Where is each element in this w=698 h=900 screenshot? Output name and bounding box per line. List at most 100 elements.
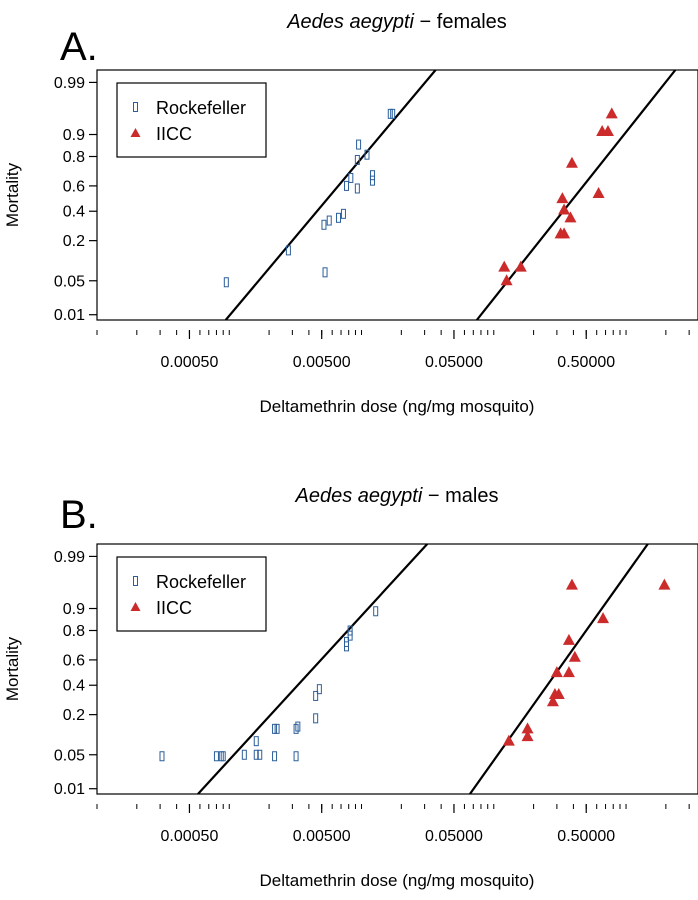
data-point-rockefeller: [313, 690, 319, 701]
panel-b-males: B. Aedes aegypti − males Deltamethrin do…: [3, 485, 698, 890]
data-point-rockefeller: [369, 170, 375, 181]
data-point-rockefeller: [326, 215, 332, 226]
legend: Rockefeller IICC: [116, 556, 267, 632]
data-point-rockefeller: [347, 630, 353, 641]
data-point-iicc: [556, 192, 569, 204]
legend-marker-rockefeller: [133, 102, 138, 112]
title-species: Aedes aegypti: [295, 485, 423, 507]
data-point-iicc: [568, 650, 581, 662]
y-tick-label: 0.01: [54, 307, 85, 324]
data-point-rockefeller: [257, 749, 263, 760]
data-point-iicc: [565, 156, 578, 168]
chart-title: Aedes aegypti − females: [286, 11, 507, 33]
panel-a-females: A. Aedes aegypti − females Deltamethrin …: [3, 11, 698, 416]
data-point-rockefeller: [364, 149, 370, 160]
x-tick-label: 0.05000: [425, 828, 483, 845]
data-point-rockefeller: [321, 219, 327, 230]
data-point-rockefeller: [348, 172, 354, 183]
legend-box: [116, 556, 267, 632]
y-tick-label: 0.2: [63, 233, 85, 250]
x-tick-label: 0.00500: [293, 354, 351, 371]
y-tick-label: 0.05: [54, 747, 85, 764]
y-tick-label: 0.6: [63, 178, 85, 195]
data-point-iicc: [552, 688, 565, 700]
data-point-iicc: [521, 722, 534, 734]
data-point-iicc: [500, 274, 513, 286]
data-point-rockefeller: [373, 606, 379, 617]
fit-line: [197, 544, 429, 794]
legend-marker-rockefeller: [133, 576, 138, 586]
data-point-rockefeller: [313, 713, 319, 724]
y-tick-label: 0.01: [54, 781, 85, 798]
data-point-iicc: [597, 612, 610, 624]
y-tick-label: 0.9: [63, 601, 85, 618]
y-tick-label: 0.2: [63, 707, 85, 724]
data-point-rockefeller: [354, 183, 360, 194]
data-point-iicc: [605, 107, 618, 119]
data-point-rockefeller: [390, 108, 396, 119]
plot-frame: [96, 69, 698, 321]
data-point-iicc: [502, 734, 515, 746]
data-point-iicc: [592, 187, 605, 199]
data-point-rockefeller: [354, 154, 360, 165]
legend-box: [116, 82, 267, 158]
data-point-rockefeller: [322, 267, 328, 278]
y-tick-label: 0.99: [54, 549, 85, 566]
data-point-iicc: [562, 666, 575, 678]
chart-title: Aedes aegypti − males: [295, 485, 499, 507]
legend: Rockefeller IICC: [116, 82, 267, 158]
y-tick-label: 0.9: [63, 127, 85, 144]
y-tick-label: 0.8: [63, 623, 85, 640]
data-point-rockefeller: [253, 736, 259, 747]
plot-area: 0.01 0.05 0.2 0.4 0.6 0.8 0.9 0.99 0.00050 0.0050…: [54, 543, 698, 845]
data-point-rockefeller: [336, 212, 342, 223]
x-tick-label: 0.50000: [557, 354, 615, 371]
data-point-rockefeller: [316, 684, 322, 695]
fit-line: [475, 70, 677, 320]
data-point-rockefeller: [272, 751, 278, 762]
plot-content: [159, 544, 671, 794]
data-point-rockefeller: [241, 749, 247, 760]
x-tick-label: 0.00050: [161, 828, 219, 845]
x-tick-label: 0.00500: [293, 828, 351, 845]
panel-label: B.: [60, 493, 98, 537]
data-point-rockefeller: [340, 208, 346, 219]
legend-label-iicc: IICC: [156, 124, 192, 144]
x-tick-label: 0.05000: [425, 354, 483, 371]
x-axis-title: Deltamethrin dose (ng/mg mosquito): [260, 871, 535, 890]
x-tick-label: 0.00050: [161, 354, 219, 371]
data-point-rockefeller: [356, 139, 362, 150]
data-point-rockefeller: [213, 751, 219, 762]
data-point-rockefeller: [274, 723, 280, 734]
title-suffix: − males: [422, 485, 498, 507]
y-tick-label: 0.05: [54, 273, 85, 290]
legend-marker-iicc: [130, 128, 141, 137]
data-point-iicc: [521, 730, 534, 742]
data-point-iicc: [558, 203, 571, 215]
data-point-rockefeller: [344, 180, 350, 191]
data-point-rockefeller: [293, 751, 299, 762]
data-point-iicc: [562, 633, 575, 645]
data-point-rockefeller: [347, 625, 353, 636]
data-point-iicc: [498, 260, 511, 272]
data-point-rockefeller: [295, 721, 301, 732]
title-species: Aedes aegypti: [286, 11, 414, 33]
plot-frame: [96, 543, 698, 795]
data-point-rockefeller: [272, 723, 278, 734]
data-point-rockefeller: [285, 245, 291, 256]
legend-marker-iicc: [130, 602, 141, 611]
data-point-iicc: [565, 578, 578, 590]
data-point-iicc: [546, 695, 559, 707]
data-point-iicc: [601, 125, 614, 137]
data-point-rockefeller: [220, 751, 226, 762]
data-point-iicc: [550, 666, 563, 678]
data-point-iicc: [558, 227, 571, 239]
x-axis-title: Deltamethrin dose (ng/mg mosquito): [260, 397, 535, 416]
fit-line: [224, 70, 437, 320]
data-point-rockefeller: [369, 175, 375, 186]
title-suffix: − females: [414, 11, 507, 33]
legend-label-rockefeller: Rockefeller: [156, 572, 246, 592]
y-tick-label: 0.4: [63, 204, 85, 221]
plot-area: 0.01 0.05 0.2 0.4 0.6 0.8 0.9 0.99 0.00050 0.0050…: [54, 69, 698, 371]
